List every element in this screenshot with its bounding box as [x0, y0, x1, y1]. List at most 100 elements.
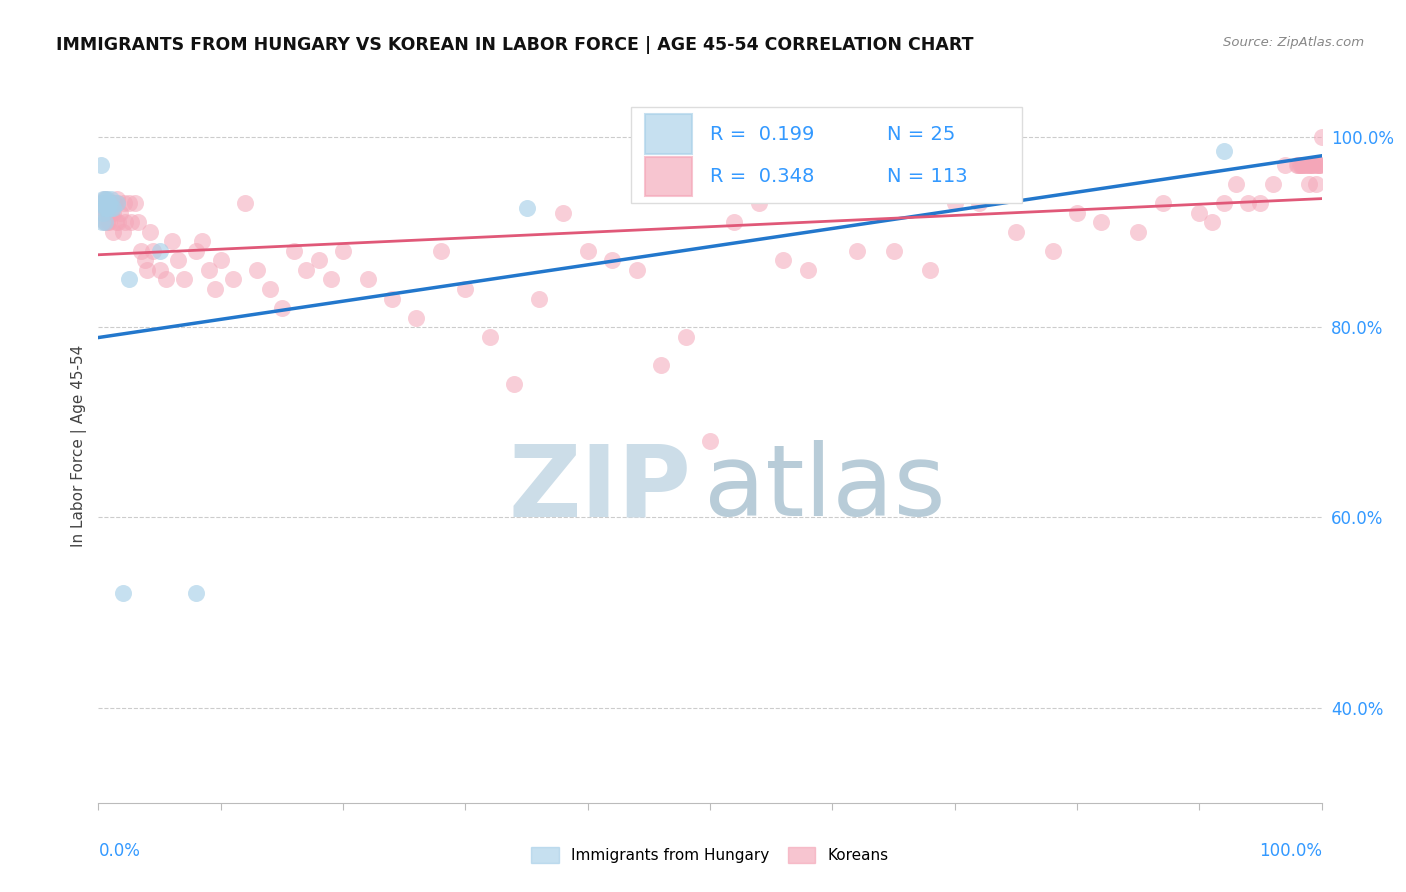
- Point: [136, 263, 159, 277]
- Point: [97, 196, 120, 211]
- Point: [100, 201, 122, 215]
- Point: [91, 215, 114, 229]
- Point: [1301, 158, 1323, 172]
- Point: [120, 215, 142, 229]
- Point: [105, 196, 128, 211]
- Point: [295, 263, 318, 277]
- Point: [246, 263, 269, 277]
- Point: [1292, 158, 1315, 172]
- Point: [98, 196, 121, 211]
- FancyBboxPatch shape: [630, 107, 1022, 203]
- Point: [94, 201, 117, 215]
- FancyBboxPatch shape: [645, 114, 692, 153]
- Point: [1128, 225, 1150, 239]
- Point: [209, 253, 232, 268]
- Point: [699, 434, 721, 449]
- Point: [1286, 158, 1309, 172]
- Point: [91, 192, 114, 206]
- Point: [94, 196, 117, 211]
- Text: atlas: atlas: [704, 441, 946, 537]
- Point: [90, 158, 112, 172]
- Point: [96, 215, 118, 229]
- Point: [101, 201, 124, 215]
- Point: [96, 201, 118, 215]
- Point: [91, 206, 114, 220]
- Point: [883, 244, 905, 258]
- Point: [93, 192, 115, 206]
- Y-axis label: In Labor Force | Age 45-54: In Labor Force | Age 45-54: [72, 345, 87, 547]
- Point: [233, 196, 256, 211]
- Point: [155, 272, 177, 286]
- Point: [821, 178, 844, 192]
- Point: [97, 196, 120, 211]
- Point: [1302, 158, 1324, 172]
- Point: [96, 192, 118, 206]
- Point: [100, 192, 122, 206]
- Point: [114, 215, 136, 229]
- Point: [1249, 196, 1271, 211]
- Point: [97, 206, 120, 220]
- Point: [1305, 178, 1327, 192]
- Point: [527, 292, 550, 306]
- Point: [105, 196, 128, 211]
- Text: R =  0.348: R = 0.348: [710, 167, 814, 186]
- Point: [1237, 196, 1260, 211]
- Point: [93, 215, 115, 229]
- Point: [91, 196, 114, 211]
- Point: [967, 196, 990, 211]
- FancyBboxPatch shape: [645, 157, 692, 196]
- Text: ZIP: ZIP: [509, 441, 692, 537]
- Point: [197, 263, 219, 277]
- Point: [204, 282, 226, 296]
- Point: [600, 253, 623, 268]
- Point: [1225, 178, 1247, 192]
- Point: [1042, 244, 1064, 258]
- Point: [626, 263, 648, 277]
- Text: N = 113: N = 113: [887, 167, 967, 186]
- Point: [650, 358, 672, 372]
- Point: [93, 192, 115, 206]
- Point: [101, 225, 124, 239]
- Point: [503, 377, 526, 392]
- Point: [98, 196, 121, 211]
- Point: [1298, 178, 1320, 192]
- Point: [149, 263, 172, 277]
- Point: [191, 235, 214, 249]
- Point: [576, 244, 599, 258]
- Point: [405, 310, 427, 325]
- Point: [1299, 158, 1322, 172]
- Point: [381, 292, 404, 306]
- Point: [110, 206, 132, 220]
- Point: [319, 272, 342, 286]
- Point: [127, 215, 149, 229]
- Point: [1291, 158, 1313, 172]
- Point: [142, 244, 165, 258]
- Point: [270, 301, 294, 315]
- Point: [100, 196, 122, 211]
- Text: Source: ZipAtlas.com: Source: ZipAtlas.com: [1223, 36, 1364, 49]
- Point: [1152, 196, 1174, 211]
- Point: [308, 253, 330, 268]
- Point: [259, 282, 281, 296]
- Point: [101, 196, 124, 211]
- Point: [1261, 178, 1284, 192]
- Point: [553, 206, 575, 220]
- Point: [1004, 225, 1026, 239]
- Point: [167, 253, 190, 268]
- Point: [515, 201, 537, 215]
- Point: [332, 244, 354, 258]
- Text: 100.0%: 100.0%: [1258, 842, 1322, 860]
- Point: [1296, 158, 1319, 172]
- Point: [797, 263, 820, 277]
- Point: [149, 244, 172, 258]
- Point: [1308, 158, 1330, 172]
- Point: [112, 196, 135, 211]
- Point: [1286, 158, 1309, 172]
- Point: [1188, 206, 1211, 220]
- Text: R =  0.199: R = 0.199: [710, 125, 814, 144]
- Point: [1212, 196, 1234, 211]
- Point: [103, 196, 125, 211]
- Point: [454, 282, 477, 296]
- Point: [107, 215, 129, 229]
- Point: [118, 272, 141, 286]
